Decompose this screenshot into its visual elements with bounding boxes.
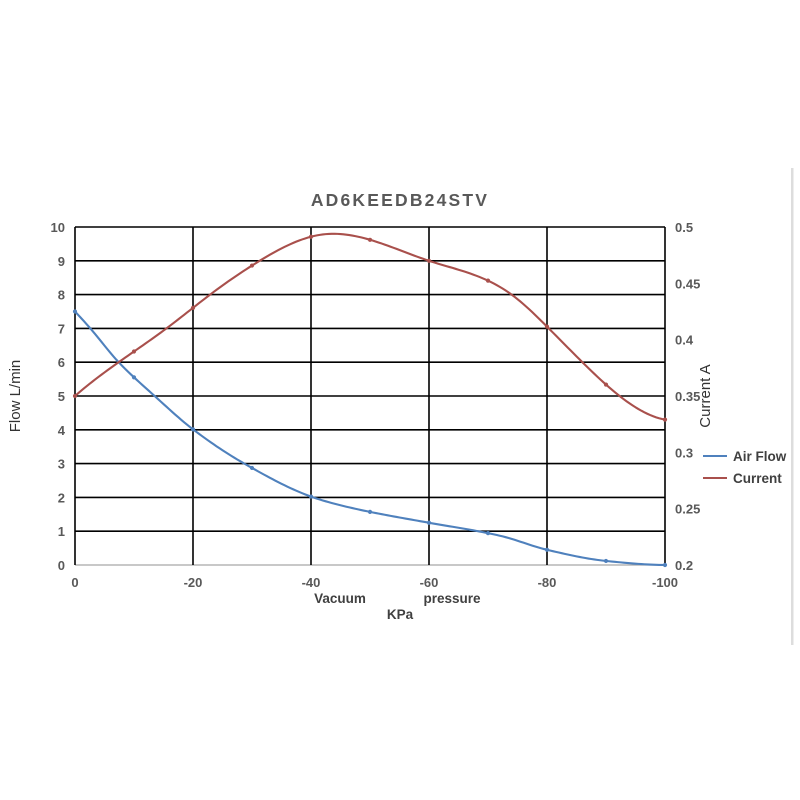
svg-text:0.25: 0.25 — [675, 502, 700, 517]
svg-text:8: 8 — [58, 288, 65, 303]
svg-text:0.5: 0.5 — [675, 220, 693, 235]
svg-text:4: 4 — [58, 423, 66, 438]
svg-text:10: 10 — [51, 220, 65, 235]
svg-text:0.2: 0.2 — [675, 558, 693, 573]
svg-text:7: 7 — [58, 321, 65, 336]
svg-text:6: 6 — [58, 355, 65, 370]
svg-text:3: 3 — [58, 457, 65, 472]
svg-text:Air Flow: Air Flow — [733, 449, 787, 464]
svg-text:-100: -100 — [652, 575, 678, 590]
svg-text:AD6KEEDB24STV: AD6KEEDB24STV — [311, 190, 489, 210]
svg-text:pressure: pressure — [423, 591, 481, 606]
svg-text:-20: -20 — [184, 575, 203, 590]
svg-text:-60: -60 — [420, 575, 439, 590]
svg-text:0.45: 0.45 — [675, 276, 700, 291]
svg-text:2: 2 — [58, 490, 65, 505]
svg-text:KPa: KPa — [387, 607, 414, 622]
svg-text:Flow L/min: Flow L/min — [7, 360, 24, 433]
svg-text:0: 0 — [71, 575, 78, 590]
svg-text:Current: Current — [733, 471, 782, 486]
svg-text:Vacuum: Vacuum — [314, 591, 366, 606]
svg-text:0.3: 0.3 — [675, 445, 693, 460]
svg-text:1: 1 — [58, 524, 65, 539]
svg-text:Current A: Current A — [697, 364, 714, 427]
svg-text:5: 5 — [58, 389, 65, 404]
svg-text:-80: -80 — [538, 575, 557, 590]
svg-text:9: 9 — [58, 254, 65, 269]
svg-text:-40: -40 — [302, 575, 321, 590]
svg-text:0.4: 0.4 — [675, 333, 694, 348]
svg-text:0: 0 — [58, 558, 65, 573]
